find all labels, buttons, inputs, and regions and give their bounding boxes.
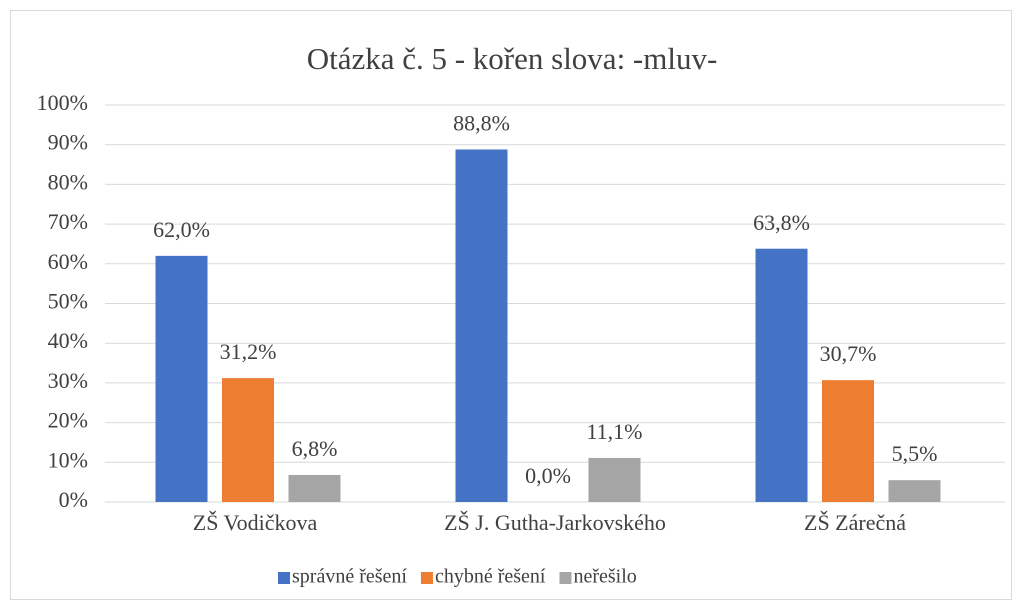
value-label: 11,1% [586,419,642,444]
legend-swatch [559,572,572,584]
legend-label: chybné řešení [435,566,546,588]
value-label: 0,0% [525,463,571,488]
legend-swatch [278,572,290,584]
y-tick-label: 10% [48,447,88,472]
y-tick-label: 60% [48,249,88,274]
value-label: 63,8% [753,210,810,235]
value-label: 6,8% [292,436,338,461]
bar [455,149,508,503]
x-tick-label: ZŠ Zárečná [804,510,906,535]
y-tick-label: 70% [48,209,88,234]
value-label: 31,2% [220,339,277,364]
y-tick-label: 100% [37,90,88,115]
value-label: 88,8% [453,111,510,136]
legend-label: neřešilo [573,566,636,588]
value-label: 5,5% [892,441,938,466]
y-tick-label: 40% [48,328,88,353]
y-tick-label: 90% [48,130,88,155]
bar [155,255,208,502]
value-label: 30,7% [820,341,877,366]
legend-label: správné řešení [292,566,407,588]
bar [222,378,274,502]
y-tick-label: 20% [48,408,88,433]
x-tick-label: ZŠ J. Gutha-Jarkovského [444,510,666,535]
bar [588,457,641,502]
value-label: 62,0% [153,217,210,242]
y-tick-label: 80% [48,169,88,194]
y-tick-label: 0% [59,487,88,512]
bar [755,248,808,502]
legend-swatch [420,572,433,584]
x-tick-label: ZŠ Vodičkova [193,510,318,535]
y-tick-label: 50% [48,289,88,314]
chart-title: Otázka č. 5 - kořen slova: -mluv- [307,41,718,76]
bar [288,475,341,502]
y-tick-label: 30% [48,368,88,393]
bar [822,380,874,502]
bar [888,480,941,502]
